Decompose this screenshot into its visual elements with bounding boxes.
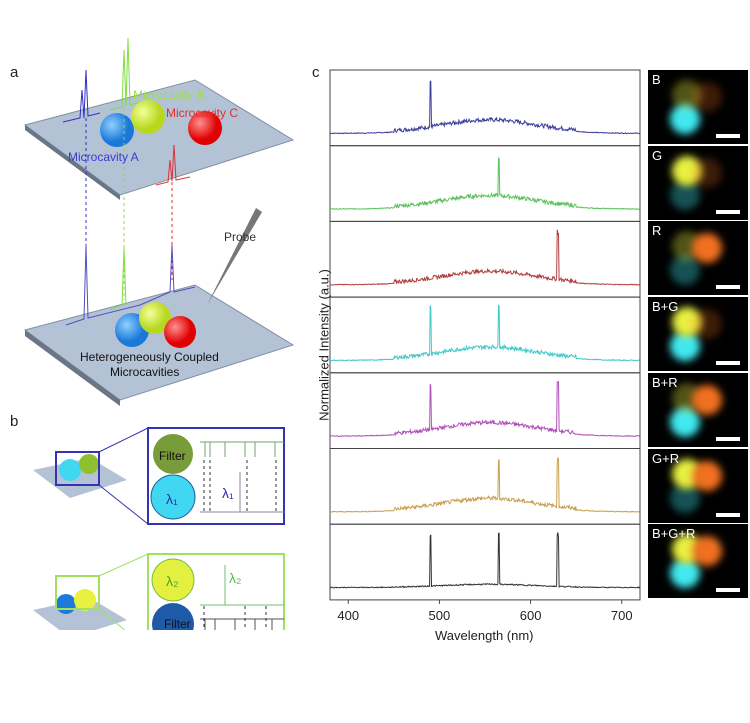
label-lambda1-spectrum: λ₁ xyxy=(222,485,234,501)
spectrum-line-G+R xyxy=(329,457,640,513)
label-coupled: Heterogeneously Coupled xyxy=(80,350,219,364)
spectrum-panel-B+R xyxy=(329,372,641,449)
spectrum-panel-G+R xyxy=(329,448,641,525)
emission-spot xyxy=(692,384,722,415)
microscope-image-R: R xyxy=(648,221,748,296)
spectrum-line-B+R xyxy=(329,381,640,438)
spectrum-panel-B+G+R xyxy=(329,523,641,601)
label-lambda1-sphere: λ₁ xyxy=(166,491,178,507)
emission-spot xyxy=(692,460,722,491)
scale-bar xyxy=(716,512,740,517)
x-tick-label-600: 600 xyxy=(520,608,542,623)
image-label: B xyxy=(652,72,661,87)
image-label: B+G+R xyxy=(652,526,696,542)
spectrum-panel-B xyxy=(329,69,641,147)
spectrum-line-R xyxy=(329,229,640,286)
microscope-image-G: G xyxy=(648,145,748,220)
emission-spot xyxy=(672,80,702,110)
microscope-image-B: B xyxy=(648,70,748,144)
emission-spot xyxy=(670,406,700,437)
label-lambda2-spectrum: λ₂ xyxy=(229,570,242,586)
emission-spot xyxy=(672,155,702,186)
spectrum-line-B+G xyxy=(329,304,640,362)
panel-label-c: c xyxy=(312,64,320,81)
scale-bar xyxy=(716,588,740,593)
x-tick-label-700: 700 xyxy=(611,608,633,623)
scale-bar xyxy=(716,134,740,138)
spectrum-line-B+G+R xyxy=(329,532,640,589)
emission-spot xyxy=(692,157,722,188)
label-microcavity-a: Microcavity A xyxy=(68,150,139,164)
scale-bar xyxy=(716,285,740,290)
label-filter-2: Filter xyxy=(164,617,191,631)
image-label: B+R xyxy=(652,374,678,390)
label-coupled-2: Microcavities xyxy=(110,365,180,379)
emission-spot xyxy=(692,82,722,112)
panel-label-a: a xyxy=(10,64,19,81)
label-filter-1: Filter xyxy=(159,449,186,463)
emission-spot xyxy=(672,307,702,338)
spectrum-panel-R xyxy=(329,220,641,298)
x-axis-label: Wavelength (nm) xyxy=(435,628,534,643)
y-axis-label: Normalized Intensity (a.u.) xyxy=(316,269,332,421)
scale-bar xyxy=(716,361,740,366)
emission-spot xyxy=(692,233,722,264)
spectrum-panel-B+G xyxy=(329,296,641,374)
spectrum-line-B xyxy=(329,80,640,135)
panel-b-diagram xyxy=(33,427,285,630)
label-probe: Probe xyxy=(224,230,257,244)
panel-a-diagram xyxy=(23,37,295,406)
spectra-chart: 400 500 600 700 xyxy=(329,69,641,623)
emission-spot xyxy=(670,104,700,134)
label-lambda2-sphere: λ₂ xyxy=(166,573,179,589)
panel-label-b: b xyxy=(10,413,19,430)
emission-spot xyxy=(692,536,722,567)
microscope-image-B+G: B+G xyxy=(648,297,748,372)
emission-spot xyxy=(692,309,722,340)
label-microcavity-c: Microcavity C xyxy=(166,106,239,120)
microscope-image-B+R: B+R xyxy=(648,372,748,447)
image-label: R xyxy=(652,223,662,239)
emission-spot xyxy=(670,255,700,286)
x-tick-label-500: 500 xyxy=(429,608,451,623)
microscope-image-B+G+R: B+G+R xyxy=(648,524,748,599)
label-microcavity-b: Microcavity B xyxy=(133,88,205,102)
image-label: G+R xyxy=(652,450,680,466)
scale-bar xyxy=(716,209,740,214)
image-label: G xyxy=(652,147,663,163)
x-tick-label-400: 400 xyxy=(337,608,359,623)
scale-bar xyxy=(716,436,740,441)
image-label: B+G xyxy=(652,299,679,315)
spectrum-line-G xyxy=(329,157,640,210)
microscope-image-G+R: G+R xyxy=(648,448,748,523)
spectrum-panel-G xyxy=(329,145,641,222)
